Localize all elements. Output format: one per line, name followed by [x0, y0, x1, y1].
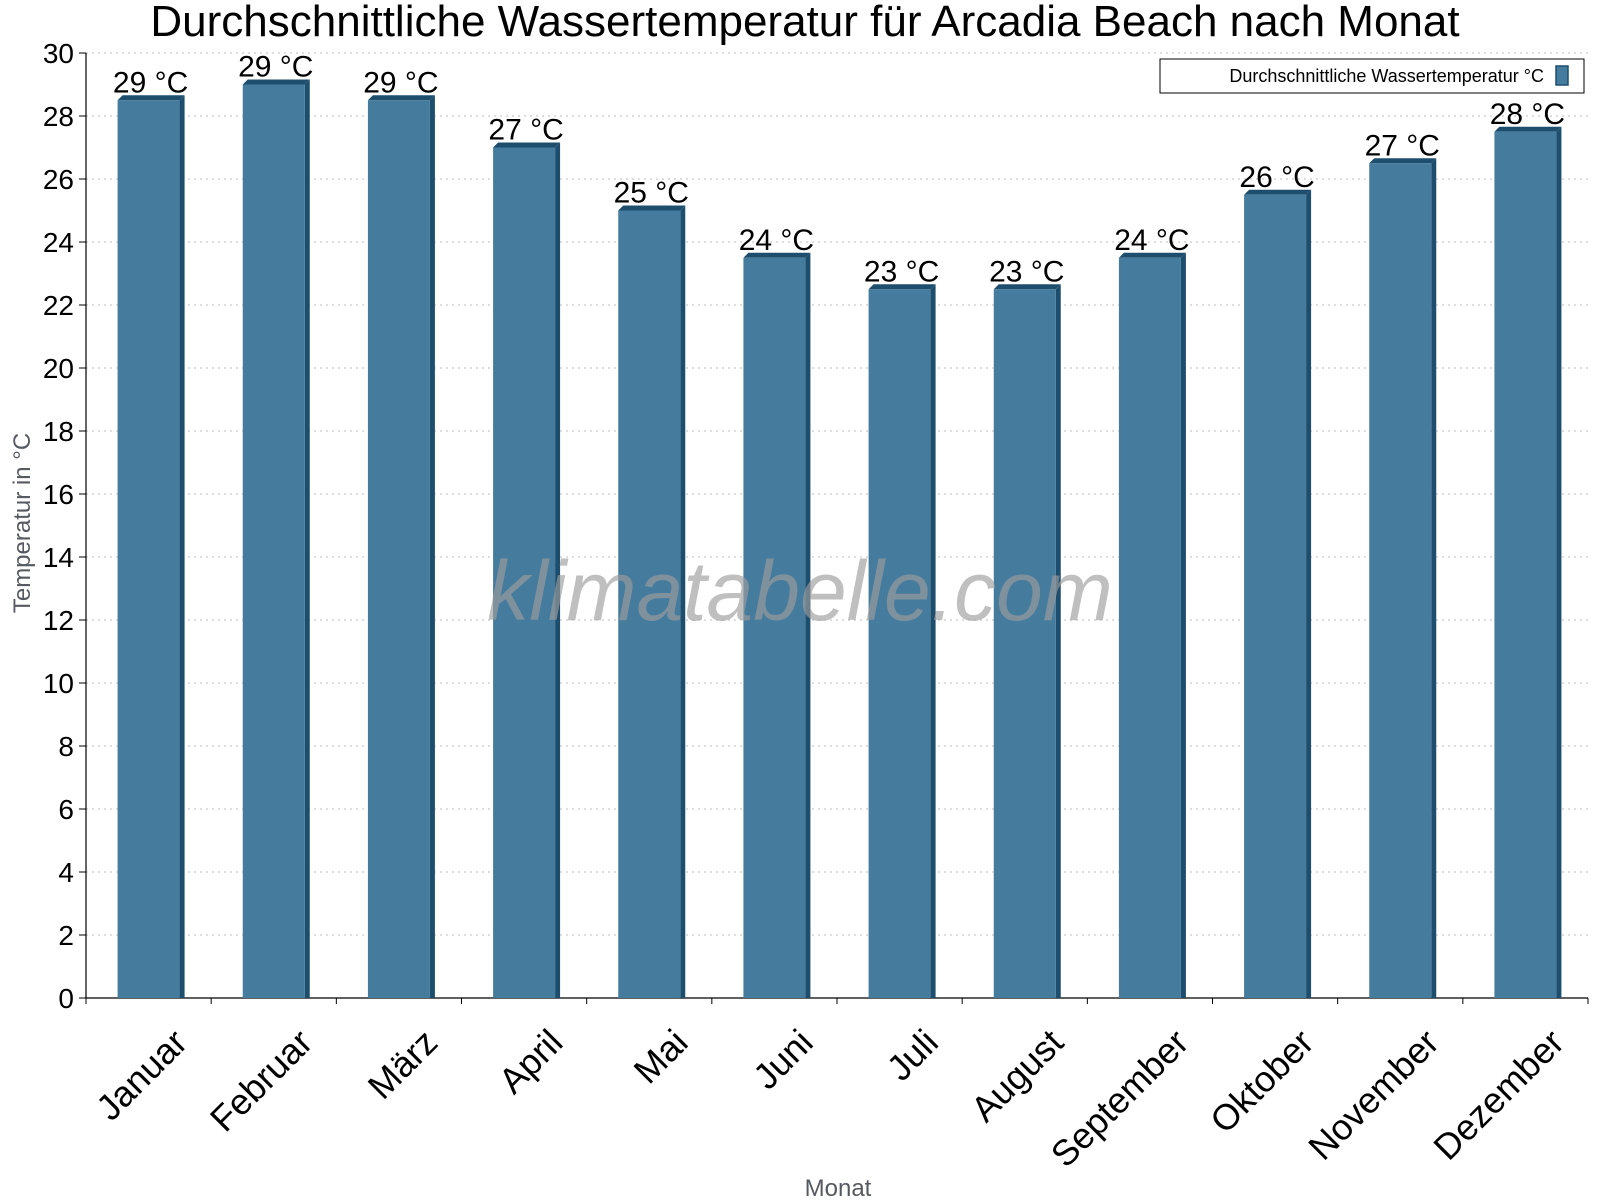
chart-title: Durchschnittliche Wassertemperatur für A… — [150, 0, 1459, 46]
bar-front — [1118, 257, 1181, 998]
bar-front — [493, 147, 556, 998]
bar — [993, 284, 1061, 998]
y-tick-label: 0 — [58, 983, 74, 1014]
bar-side — [805, 252, 811, 998]
legend-entry-label: Durchschnittliche Wassertemperatur °C — [1229, 66, 1544, 86]
bar-top — [117, 95, 185, 101]
bar-side — [930, 284, 936, 998]
y-tick-label: 30 — [43, 38, 74, 69]
y-tick-label: 10 — [43, 668, 74, 699]
bar-front — [242, 84, 305, 998]
bar — [743, 252, 811, 998]
bar-side — [555, 142, 561, 998]
bars — [117, 79, 1562, 998]
data-label: 29 °C — [113, 66, 188, 99]
bar-front — [117, 100, 180, 998]
y-tick-label: 16 — [43, 479, 74, 510]
data-label: 29 °C — [363, 66, 438, 99]
data-labels: 29 °C 29 °C 29 °C 27 °C 25 °C 24 °C 23 °C 23 °C… — [113, 51, 1565, 289]
bar-side — [680, 205, 686, 998]
y-tick-label: 4 — [58, 857, 74, 888]
bar-top — [1494, 126, 1562, 132]
bar-side — [1556, 126, 1562, 998]
bar — [1244, 189, 1312, 998]
data-label: 23 °C — [864, 255, 939, 288]
legend-swatch — [1555, 65, 1569, 86]
bar-side — [304, 79, 310, 998]
y-tick-label: 8 — [58, 731, 74, 762]
bar-top — [993, 284, 1061, 290]
y-tick-label: 14 — [43, 542, 74, 573]
y-axis-title: Temperatur in °C — [9, 433, 36, 613]
bar — [117, 95, 185, 998]
y-tick-label: 22 — [43, 290, 74, 321]
data-label: 29 °C — [238, 51, 313, 84]
bar-top — [242, 79, 310, 85]
bar — [367, 95, 435, 998]
y-tick-label: 28 — [43, 101, 74, 132]
bar-front — [367, 100, 430, 998]
bar-side — [179, 95, 185, 998]
bar-front — [993, 289, 1056, 998]
y-tick-label: 20 — [43, 353, 74, 384]
bar-front — [743, 257, 806, 998]
bar-front — [868, 289, 931, 998]
bar — [618, 205, 686, 998]
bar — [868, 284, 936, 998]
data-label: 23 °C — [989, 255, 1064, 288]
bar — [242, 79, 310, 998]
y-tick-label: 2 — [58, 920, 74, 951]
bar-front — [1244, 194, 1307, 998]
bar-top — [493, 142, 561, 148]
watermark: klimatabelle.com — [487, 544, 1113, 638]
data-label: 27 °C — [488, 114, 563, 147]
bar-top — [1244, 189, 1312, 195]
y-tick-label: 26 — [43, 164, 74, 195]
bar-top — [618, 205, 686, 211]
y-tick-label: 24 — [43, 227, 74, 258]
bar-top — [868, 284, 936, 290]
bar-top — [1118, 252, 1186, 258]
y-tick-label: 6 — [58, 794, 74, 825]
bar-side — [1180, 252, 1186, 998]
y-tick-label: 18 — [43, 416, 74, 447]
legend: Durchschnittliche Wassertemperatur °C — [1159, 58, 1585, 94]
bar — [1494, 126, 1562, 998]
legend-box — [1159, 58, 1585, 94]
bar-front — [618, 210, 681, 998]
bar-side — [1306, 189, 1312, 998]
bar-top — [1369, 158, 1437, 164]
bar-side — [1431, 158, 1437, 998]
y-tick-label: 12 — [43, 605, 74, 636]
data-label: 27 °C — [1365, 129, 1440, 162]
bar-side — [1055, 284, 1061, 998]
bar — [1369, 158, 1437, 998]
data-label: 25 °C — [614, 177, 689, 210]
gridlines — [86, 52, 1588, 936]
bar — [493, 142, 561, 998]
x-axis-title: Monat — [805, 1175, 872, 1200]
bar — [1118, 252, 1186, 998]
data-label: 28 °C — [1490, 98, 1565, 131]
bar-top — [743, 252, 811, 258]
data-label: 26 °C — [1239, 161, 1314, 194]
bar-side — [429, 95, 435, 998]
bar-front — [1369, 163, 1432, 998]
bar-top — [367, 95, 435, 101]
data-label: 24 °C — [739, 224, 814, 257]
data-label: 24 °C — [1114, 224, 1189, 257]
bar-front — [1494, 131, 1557, 998]
